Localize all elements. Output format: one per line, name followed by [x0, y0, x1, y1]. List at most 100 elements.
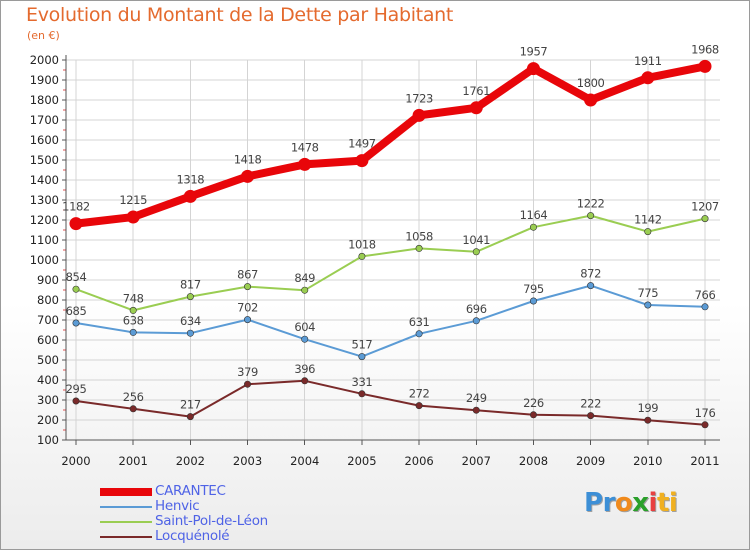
data-label: 766: [695, 288, 716, 302]
y-tick-label: 900: [37, 273, 59, 287]
data-point: [529, 411, 537, 419]
data-label: 1957: [520, 45, 548, 59]
data-point: [72, 285, 80, 293]
data-point: [186, 293, 194, 301]
data-point: [301, 377, 309, 385]
data-point: [644, 301, 652, 309]
data-point: [701, 421, 709, 429]
data-label: 1911: [634, 54, 662, 68]
data-label: 849: [294, 271, 315, 285]
data-point: [587, 212, 595, 220]
data-point: [301, 335, 309, 343]
data-point: [72, 397, 80, 405]
data-label: 696: [466, 302, 487, 316]
data-point: [129, 405, 137, 413]
y-tick-label: 1200: [30, 213, 59, 227]
logo-letter: r: [602, 488, 616, 518]
data-label: 634: [180, 314, 201, 328]
data-label: 199: [637, 401, 658, 415]
x-tick-label: 2002: [176, 454, 205, 468]
data-point: [529, 223, 537, 231]
data-point: [701, 303, 709, 311]
x-tick-label: 2010: [633, 454, 662, 468]
data-label: 631: [409, 315, 430, 329]
data-label: 1723: [405, 91, 433, 105]
y-tick-label: 300: [37, 393, 59, 407]
y-tick-label: 1100: [30, 233, 59, 247]
x-tick-label: 2011: [690, 454, 719, 468]
legend-label: CARANTEC: [155, 483, 226, 499]
data-point: [186, 329, 194, 337]
data-label: 1497: [348, 137, 376, 151]
data-point: [358, 252, 366, 260]
logo-letter: o: [614, 488, 633, 518]
data-point: [129, 328, 137, 336]
legend-swatch: [100, 488, 152, 496]
data-label: 604: [294, 320, 315, 334]
data-label: 1222: [577, 197, 605, 211]
data-point: [644, 228, 652, 236]
data-label: 775: [637, 286, 658, 300]
series-line-carantec: [72, 62, 709, 228]
data-label: 1058: [405, 229, 433, 243]
data-label: 256: [123, 390, 144, 404]
data-label: 817: [180, 278, 201, 292]
logo-letter: t: [656, 488, 669, 518]
data-point: [69, 217, 83, 231]
data-point: [72, 319, 80, 327]
x-tick-label: 2003: [233, 454, 262, 468]
data-label: 1041: [462, 233, 490, 247]
data-label: 1215: [119, 193, 147, 207]
data-point: [641, 71, 655, 85]
data-label: 638: [123, 313, 144, 327]
data-point: [526, 62, 540, 76]
x-tick-label: 2006: [404, 454, 433, 468]
logo-letter: i: [648, 488, 658, 518]
logo-letter: i: [668, 488, 678, 518]
y-tick-label: 400: [37, 373, 59, 387]
data-label: 872: [580, 267, 601, 281]
data-label: 272: [409, 387, 430, 401]
data-label: 379: [237, 365, 258, 379]
legend-swatch: [100, 536, 152, 538]
x-tick-label: 2000: [61, 454, 90, 468]
data-point: [301, 286, 309, 294]
proxiti-logo: Proxiti: [584, 488, 678, 518]
data-label: 1478: [291, 140, 319, 154]
data-point: [358, 390, 366, 398]
series-line-locqu-nol-: [75, 379, 706, 426]
y-tick-label: 200: [37, 413, 59, 427]
x-tick-label: 2007: [462, 454, 491, 468]
y-tick-label: 1000: [30, 253, 59, 267]
data-point: [701, 215, 709, 223]
data-point: [469, 101, 483, 115]
y-tick-label: 1700: [30, 113, 59, 127]
data-point: [587, 412, 595, 420]
chart-title: Evolution du Montant de la Dette par Hab…: [26, 4, 454, 26]
data-point: [298, 157, 312, 171]
y-tick-label: 500: [37, 353, 59, 367]
data-label: 1418: [234, 152, 262, 166]
data-label: 396: [294, 362, 315, 376]
data-label: 222: [580, 397, 601, 411]
y-tick-label: 100: [37, 433, 59, 447]
data-label: 517: [352, 338, 373, 352]
data-point: [241, 169, 255, 183]
y-tick-label: 1500: [30, 153, 59, 167]
data-point: [584, 93, 598, 107]
data-point: [244, 283, 252, 291]
data-point: [412, 108, 426, 122]
data-label: 867: [237, 268, 258, 282]
data-label: 1968: [691, 42, 719, 56]
data-label: 1164: [520, 208, 548, 222]
data-point: [358, 353, 366, 361]
data-point: [244, 380, 252, 388]
y-tick-label: 1600: [30, 133, 59, 147]
data-point: [415, 244, 423, 252]
x-tick-label: 2001: [119, 454, 148, 468]
data-point: [355, 154, 369, 168]
legend-swatch: [100, 506, 152, 508]
data-point: [126, 210, 140, 224]
